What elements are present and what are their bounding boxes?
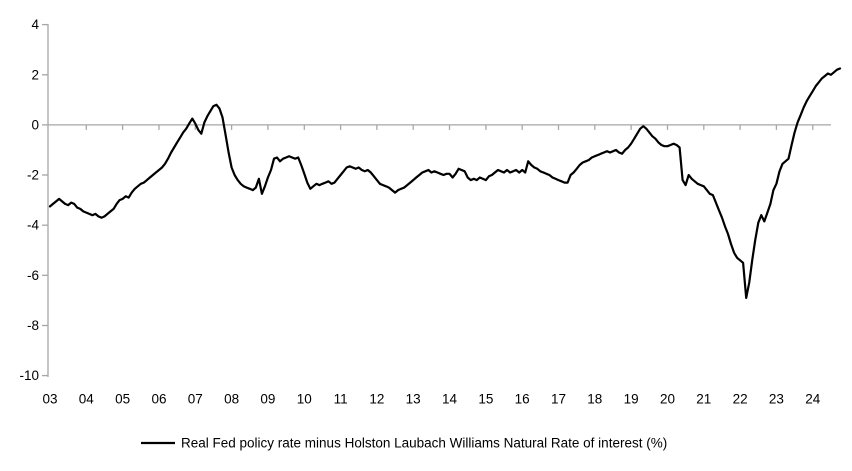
x-tick-label: 18: [587, 392, 602, 407]
legend: Real Fed policy rate minus Holston Lauba…: [141, 436, 667, 451]
legend-label: Real Fed policy rate minus Holston Lauba…: [181, 436, 667, 451]
y-tick-label: -2: [27, 168, 39, 183]
y-tick-label: -10: [19, 368, 39, 383]
x-tick-label: 23: [769, 392, 784, 407]
x-tick-label: 19: [624, 392, 639, 407]
y-tick-label: 0: [31, 117, 39, 132]
series-line: [48, 67, 842, 299]
x-tick-label: 10: [297, 392, 312, 407]
x-tick-label: 03: [42, 392, 57, 407]
y-tick-label: -4: [27, 218, 39, 233]
x-tick-label: 17: [551, 392, 566, 407]
y-tick-label: -8: [27, 318, 39, 333]
x-tick-label: 04: [79, 392, 95, 407]
x-tick-label: 21: [696, 392, 711, 407]
x-tick-label: 05: [115, 392, 130, 407]
x-tick-label: 06: [151, 392, 166, 407]
y-tick-label: 2: [31, 67, 39, 82]
x-tick-label: 13: [406, 392, 421, 407]
x-axis-ticks: 03 04 05 06 07 08 09 10 11 12 13 14 15 16 17 18 19 20 21 22…: [42, 124, 821, 407]
x-tick-label: 11: [334, 392, 348, 407]
y-tick-label: 4: [31, 17, 39, 32]
x-tick-label: 20: [660, 392, 675, 407]
x-tick-label: 24: [805, 392, 821, 407]
x-tick-label: 22: [733, 392, 748, 407]
x-tick-label: 15: [478, 392, 493, 407]
x-tick-label: 16: [515, 392, 530, 407]
x-tick-label: 14: [442, 392, 458, 407]
x-tick-label: 09: [260, 392, 275, 407]
x-tick-label: 12: [369, 392, 384, 407]
y-tick-label: -6: [27, 268, 39, 283]
y-axis-ticks: 4 2 0 -2 -4 -6 -8 -10: [19, 17, 48, 383]
x-tick-label: 08: [224, 392, 239, 407]
x-tick-label: 07: [188, 392, 203, 407]
